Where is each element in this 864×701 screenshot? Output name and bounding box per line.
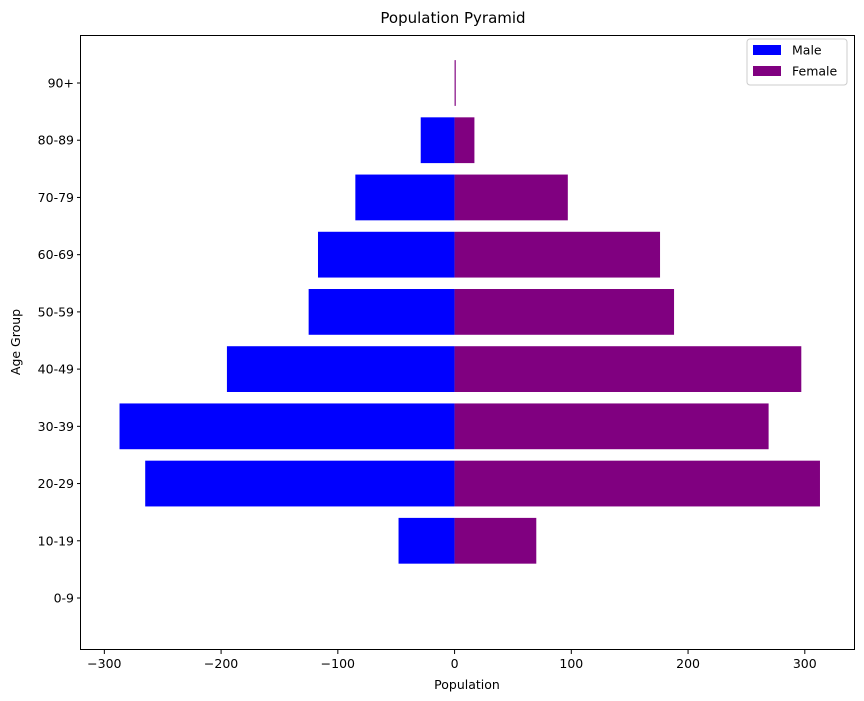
x-tick-label: −200 xyxy=(204,656,238,671)
x-tick-label: 300 xyxy=(793,656,817,671)
bar-male-60-69 xyxy=(317,231,455,278)
x-tick-label: 0 xyxy=(451,656,459,671)
bar-male-40-49 xyxy=(226,346,455,392)
y-tick-label: 80-89 xyxy=(38,133,74,148)
bar-female-10-19 xyxy=(454,517,537,564)
bar-male-30-39 xyxy=(119,403,455,450)
bar-female-60-69 xyxy=(454,231,661,278)
y-tick-label: 30-39 xyxy=(38,419,74,434)
x-tick-label: 100 xyxy=(559,656,583,671)
y-tick-label: 40-49 xyxy=(38,362,74,377)
y-tick-label: 60-69 xyxy=(38,247,74,262)
legend-swatch-female xyxy=(753,66,781,76)
bar-male-80-89 xyxy=(420,117,455,164)
x-tick-label: −100 xyxy=(321,656,355,671)
bars-group xyxy=(119,60,820,564)
legend-swatch-male xyxy=(753,45,781,55)
bar-female-90+ xyxy=(454,60,456,106)
y-tick-label: 90+ xyxy=(48,76,74,91)
y-tick-label: 70-79 xyxy=(38,190,74,205)
legend-label-male: Male xyxy=(792,43,822,58)
chart-title: Population Pyramid xyxy=(380,9,525,27)
bar-male-10-19 xyxy=(398,517,455,564)
x-tick-label: 200 xyxy=(676,656,700,671)
bar-female-70-79 xyxy=(454,174,568,221)
y-tick-label: 10-19 xyxy=(38,533,74,548)
legend-label-female: Female xyxy=(792,64,838,79)
x-axis: −300 −200 −100 0 100 200 300 xyxy=(87,650,817,671)
bar-female-80-89 xyxy=(454,117,475,164)
bar-male-20-29 xyxy=(145,460,455,507)
x-tick-label: −300 xyxy=(87,656,121,671)
plot-frame xyxy=(80,35,855,650)
bar-female-20-29 xyxy=(454,460,820,507)
y-axis: 0-9 10-19 20-29 30-39 40-49 50-59 60-69 70-79 80… xyxy=(38,76,81,606)
y-tick-label: 50-59 xyxy=(38,304,74,319)
bar-female-40-49 xyxy=(454,346,802,392)
y-axis-title: Age Group xyxy=(8,309,23,375)
bar-male-50-59 xyxy=(308,289,455,335)
legend: Male Female xyxy=(746,38,848,86)
bar-male-70-79 xyxy=(355,174,455,221)
bar-female-30-39 xyxy=(454,403,769,450)
y-tick-label: 20-29 xyxy=(38,476,74,491)
x-axis-title: Population xyxy=(434,677,500,692)
y-tick-label: 0-9 xyxy=(54,591,74,606)
bar-female-50-59 xyxy=(454,289,675,335)
